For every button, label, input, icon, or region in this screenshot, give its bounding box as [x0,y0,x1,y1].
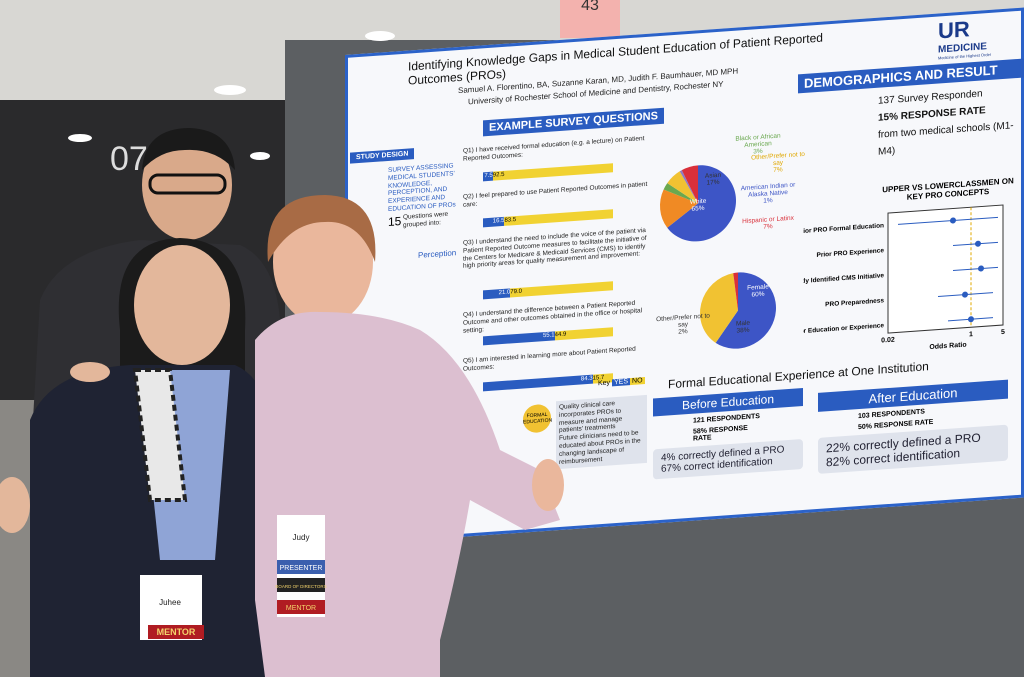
estimate [975,240,981,247]
pie-slice [667,165,736,242]
ci-line [898,216,998,225]
estimate [962,291,968,298]
estimate [968,316,974,323]
pie-charts [660,165,776,349]
pie-slice [663,183,698,204]
axis-tick-label: 1 [969,331,973,338]
estimate [950,217,956,224]
pie-slice [660,189,698,228]
badge-ribbon: PRESENTER [280,565,323,572]
badge-name: Judy [293,533,310,542]
badge-ribbon: MENTOR [286,605,316,612]
badge-name: Juhee [159,598,181,607]
pie-slice [733,272,738,311]
axis-label: Odds Ratio [929,342,966,352]
pie-slice [715,272,776,349]
axis-tick-label: 0.02 [881,337,895,345]
wall-number: 07 [110,140,148,178]
ci-line [953,266,998,271]
poster: Identifying Knowledge Gaps in Medical St… [345,7,1024,545]
plot-frame [887,204,1004,334]
pie-slice [679,170,698,204]
badge-role: MENTOR [157,627,196,637]
row-label: PRO Preparedness [825,297,884,308]
estimate [978,265,984,272]
badge-ribbon: BOARD OF DIRECTORS [275,584,326,589]
pie-slice [681,165,698,204]
axis-tick-label: 5 [1001,329,1005,336]
pie-slice [667,171,698,204]
sign-number: 43 [581,0,599,14]
row-label: Prior PRO Experience [817,247,885,259]
pie-slice [700,273,738,343]
